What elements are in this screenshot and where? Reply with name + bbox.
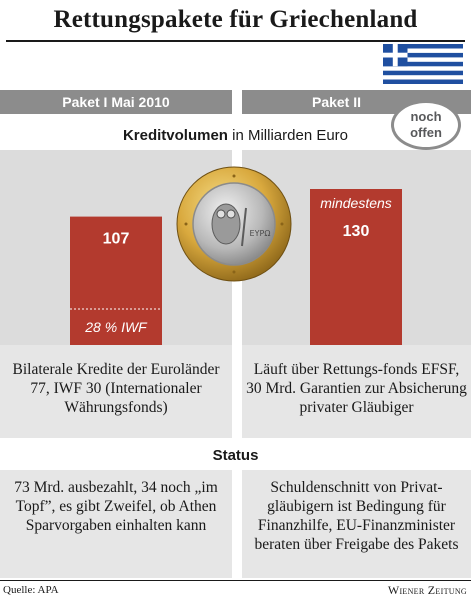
description-right: Läuft über Rettungs-fonds EFSF, 30 Mrd. … (246, 361, 467, 416)
badge-text: noch offen (410, 109, 442, 140)
coin-text: ΕΥΡΩ (250, 229, 271, 238)
greek-flag-icon (383, 44, 463, 84)
status-panel-left (0, 470, 232, 578)
column-header-paket-1: Paket I Mai 2010 (0, 90, 232, 114)
status-left: 73 Mrd. ausbezahlt, 34 noch „im Topf”, e… (14, 479, 218, 534)
status-badge: noch offen (391, 100, 461, 150)
subtitle-rest: in Milliarden Euro (227, 127, 349, 144)
page-title: Rettungspakete für Griechenland (53, 6, 418, 33)
status-panel-right (242, 470, 471, 578)
subtitle-bold: Kreditvolumen (122, 127, 228, 144)
brand-logo: Wiener Zeitung (387, 583, 467, 597)
description-panel-right (242, 345, 471, 438)
source-note: Quelle: APA (3, 584, 59, 596)
chart-subtitle: Kreditvolumen in Milliarden Euro (0, 127, 471, 144)
status-right: Schuldenschnitt von Privat-gläubigern is… (254, 479, 459, 553)
title-divider (6, 40, 465, 42)
euro-coin-icon: ΕΥΡΩ (176, 166, 292, 282)
footer-divider (0, 580, 471, 581)
status-heading: Status (212, 447, 259, 464)
description-panel-left (0, 345, 232, 438)
description-left: Bilaterale Kredite der Euroländer 77, IW… (12, 361, 220, 416)
